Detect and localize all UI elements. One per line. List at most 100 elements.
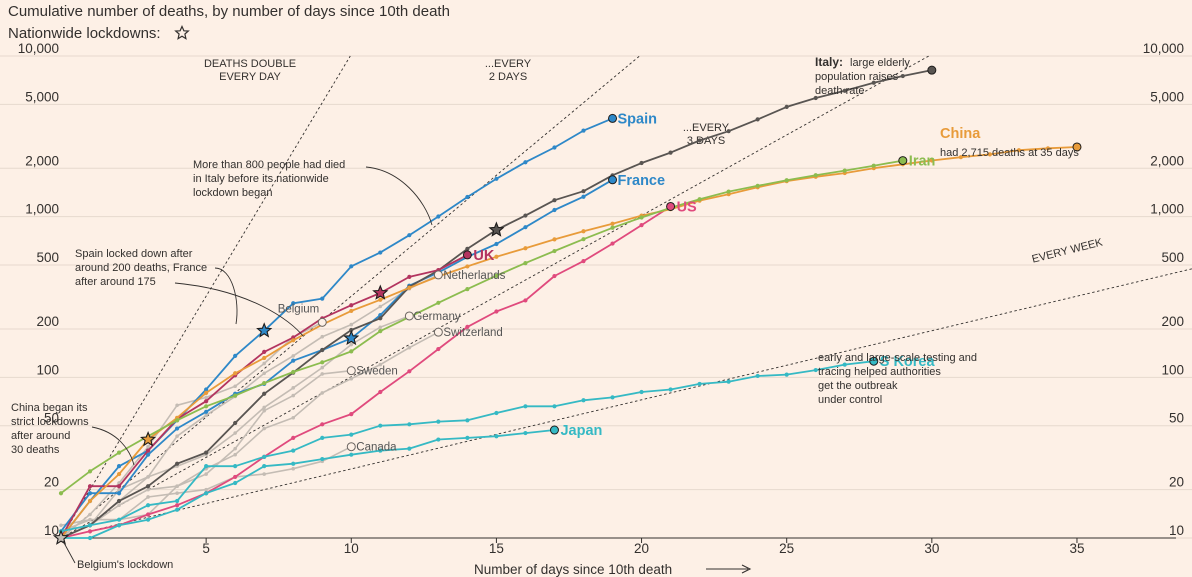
series-line-iran: [60, 159, 903, 494]
point-canada-7: [262, 472, 266, 476]
point-china-10: [349, 308, 354, 314]
point-germany-8: [291, 386, 296, 390]
point-france-3: [145, 452, 151, 457]
y-tick-label-left-1000: 1,000: [25, 202, 59, 217]
point-canada-0: [59, 523, 63, 528]
point-japan-2: [116, 523, 122, 528]
point-belgium-3: [146, 444, 150, 449]
series-line-uk: [60, 254, 468, 539]
belgium-lockdown-annotation: Belgium's lockdown: [77, 559, 173, 571]
subtitle-star-icon: [174, 25, 190, 40]
point-uk-2: [116, 484, 122, 489]
point-japan-10: [349, 452, 354, 457]
point-us-1: [87, 529, 93, 534]
point-us-11: [378, 389, 383, 395]
end-marker-spain: [608, 113, 618, 123]
point-iran-2: [116, 450, 122, 455]
point-sweden-5: [204, 472, 208, 476]
point-iran-23: [726, 189, 731, 194]
point-spain-12: [407, 233, 412, 238]
point-france-5: [204, 409, 209, 414]
end-marker-netherlands: [433, 270, 443, 280]
gridlines: [0, 55, 1192, 539]
point-italy-7: [262, 391, 267, 396]
point-south-korea-15: [494, 410, 499, 416]
belgium-leader: [62, 540, 76, 564]
point-italy-22: [697, 138, 702, 143]
point-iran-10: [349, 349, 354, 354]
point-south-korea-3: [145, 503, 151, 508]
doubling-line-7: [60, 268, 1192, 539]
point-south-korea-10: [349, 432, 354, 437]
point-china-19: [610, 221, 615, 226]
lockdown-star-icon-italy: [488, 221, 505, 237]
point-south-korea-16: [523, 404, 528, 409]
point-italy-17: [552, 198, 557, 203]
end-marker-belgium: [317, 317, 327, 327]
point-spain-17: [552, 145, 557, 150]
point-belgium-4: [175, 403, 179, 408]
point-iran-20: [639, 215, 644, 220]
axes: 10 10 20 20 50 50 100 100 200 200 500 500 1,000 1,000…: [18, 41, 1184, 556]
point-iran-15: [494, 273, 499, 278]
spain-leader: [214, 267, 238, 325]
point-italy-6: [233, 420, 238, 426]
point-china-8: [291, 338, 296, 343]
point-canada-3: [146, 495, 150, 499]
series-labels: Belgium Germany Netherlands Switzerland Swed…: [278, 65, 1082, 454]
series-label-germany: Germany: [413, 311, 461, 323]
doubling-label-1: DEATHS DOUBLE EVERY DAY: [204, 58, 296, 83]
point-sweden-9: [320, 372, 325, 376]
y-tick-label-right-2000: 2,000: [1150, 153, 1184, 168]
x-tick-label-35: 35: [1069, 541, 1084, 556]
end-marker-south-korea: [869, 356, 879, 366]
italy-lockdown-annotation-line1: More than 800 people had died: [193, 159, 345, 171]
point-spain-13: [436, 214, 441, 219]
y-tick-label-right-20: 20: [1169, 475, 1184, 490]
x-axis-arrow-icon: [706, 564, 752, 574]
point-china-17: [552, 237, 557, 242]
point-spain-6: [233, 353, 238, 358]
point-iran-13: [436, 300, 441, 305]
point-us-13: [436, 346, 441, 352]
point-china-34: [1045, 146, 1051, 151]
point-japan-9: [320, 456, 325, 462]
point-iran-17: [552, 248, 557, 254]
y-tick-label-left-2000: 2,000: [25, 153, 59, 168]
point-south-korea-2: [116, 517, 122, 522]
point-iran-0: [58, 491, 64, 496]
point-switzerland-12: [407, 345, 412, 350]
point-italy-23: [726, 129, 731, 134]
point-south-korea-1: [87, 523, 93, 528]
point-belgium-1: [88, 512, 92, 517]
x-tick-label-5: 5: [202, 541, 210, 556]
point-china-16: [523, 246, 528, 251]
point-south-korea-20: [639, 389, 644, 395]
point-italy-3: [145, 484, 151, 489]
point-italy-21: [668, 150, 673, 155]
china-annotation-line4: 30 deaths: [11, 444, 60, 456]
series-label-sweden: Sweden: [356, 366, 398, 378]
point-south-korea-27: [842, 362, 847, 367]
point-italy-28: [871, 80, 876, 85]
point-south-korea-25: [784, 372, 789, 377]
point-sweden-4: [175, 484, 179, 489]
point-china-14: [465, 264, 470, 269]
point-iran-7: [262, 381, 267, 386]
point-france-18: [581, 194, 586, 199]
point-spain-14: [465, 194, 470, 200]
point-iran-6: [233, 393, 238, 398]
end-marker-italy: [927, 65, 937, 75]
point-japan-12: [407, 446, 412, 451]
point-china-30: [929, 158, 934, 163]
y-tick-label-left-20: 20: [44, 475, 59, 490]
point-japan-13: [436, 437, 441, 442]
doubling-line-1: [60, 55, 351, 539]
point-south-korea-23: [726, 379, 731, 384]
point-uk-3: [145, 448, 151, 453]
point-iran-5: [204, 404, 209, 409]
series-label-netherlands: Netherlands: [443, 270, 505, 282]
point-france-8: [291, 358, 296, 363]
doubling-label-2: ...EVERY 2 DAYS: [485, 58, 532, 83]
point-switzerland-10: [349, 376, 354, 381]
